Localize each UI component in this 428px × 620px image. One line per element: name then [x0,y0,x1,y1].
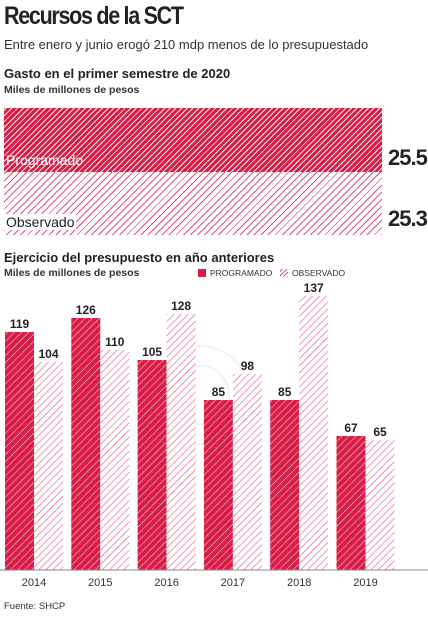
value-label-programado-2016: 105 [142,345,162,359]
bar-observado-2016 [166,314,196,570]
bar-observado-2018 [299,296,329,570]
bar-observado-2015 [100,350,130,570]
bar-programado-2014 [5,332,34,570]
bar-programado-2015 [71,318,101,570]
legend-observado-swatch [280,269,288,277]
x-tick-label-2014: 2014 [22,577,46,589]
value-label-programado-2015: 126 [76,303,96,317]
bottom-section-unit: Miles de millones de pesos [4,267,140,279]
observado-bar [4,172,382,235]
bar-programado-2018 [270,400,300,570]
legend-observado-label: OBSERVADO [292,268,346,278]
page-title: Recursos de la SCT [4,2,184,30]
source-note: Fuente: SHCP [4,601,66,612]
legend-programado-label: PROGRAMADO [210,268,273,278]
programado-label: Programado [6,152,84,168]
x-tick-label-2015: 2015 [88,577,112,589]
x-tick-label-2019: 2019 [353,577,377,589]
bar-observado-2017 [232,374,262,570]
x-tick-label-2018: 2018 [287,577,311,589]
bar-programado-2017 [203,400,233,570]
programado-bar [4,108,382,173]
value-label-programado-2019: 67 [344,421,358,435]
value-label-observado-2018: 137 [304,281,324,295]
x-tick-label-2016: 2016 [154,577,178,589]
bar-programado-2019 [336,436,366,570]
value-label-observado-2016: 128 [171,299,191,313]
x-tick-label-2017: 2017 [221,577,245,589]
page-subtitle: Entre enero y junio erogó 210 mdp menos … [4,37,369,52]
value-label-observado-2017: 98 [241,359,255,373]
bar-chart: 119 104 2014 126 110 2015 105 128 2016 85 98 2017 85… [0,281,428,589]
value-label-programado-2017: 85 [212,385,226,399]
bar-observado-2014 [34,362,63,570]
bar-observado-2019 [365,440,395,570]
top-section-unit: Miles de millones de pesos [4,84,140,96]
bar-programado-2016 [137,360,167,570]
bottom-section-title: Ejercicio del presupuesto en año anterio… [4,250,275,265]
value-label-observado-2019: 65 [373,425,387,439]
observado-value: 25.3 [388,206,428,231]
value-label-observado-2015: 110 [105,335,125,349]
value-label-programado-2018: 85 [278,385,292,399]
observado-label: Observado [4,214,77,230]
legend-observado: OBSERVADO [280,268,345,278]
legend-programado-swatch [198,269,206,277]
programado-value: 25.5 [388,145,428,170]
legend-programado: PROGRAMADO [198,268,272,278]
top-section-title: Gasto en el primer semestre de 2020 [4,66,231,81]
value-label-observado-2014: 104 [38,347,58,361]
value-label-programado-2014: 119 [10,317,30,331]
